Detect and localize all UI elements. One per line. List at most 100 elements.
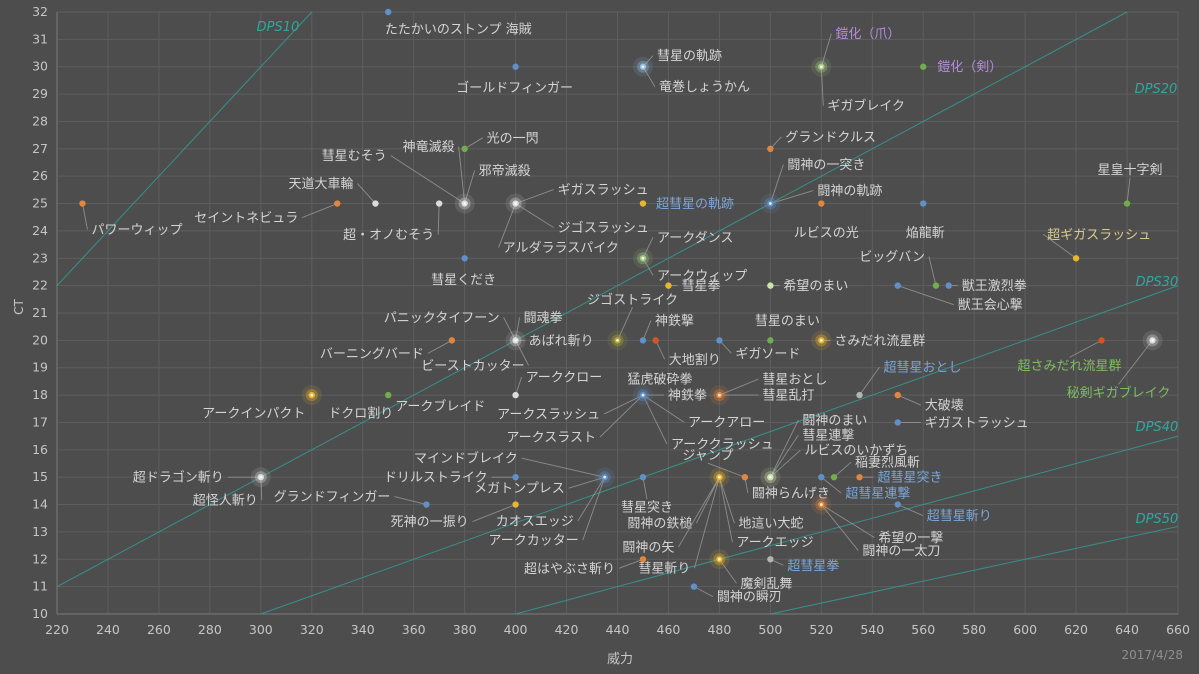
dps-line-label: DPS30	[1136, 275, 1179, 290]
point-label: 超怪人斬り	[193, 494, 258, 509]
point-label: パワーウィップ	[91, 223, 182, 238]
leader-line	[1069, 341, 1100, 358]
y-tick-label: 11	[32, 579, 48, 594]
point-label: 神鉄拳	[668, 388, 707, 404]
leader-line	[928, 256, 936, 283]
point-label: あばれ斬り	[529, 334, 594, 349]
dps-reference-line	[770, 525, 1179, 615]
point-label: ジゴスラッシュ	[558, 220, 649, 236]
leader-line	[821, 33, 832, 64]
leader-line	[772, 136, 782, 147]
data-point-core	[718, 557, 721, 561]
leader-line	[357, 183, 374, 202]
data-point	[920, 200, 927, 207]
point-label: セイントネビュラ	[194, 211, 298, 226]
y-tick-label: 12	[32, 551, 48, 566]
point-label: 超彗星斬り	[927, 509, 992, 524]
data-point-core	[819, 503, 823, 506]
x-tick-label: 580	[962, 622, 986, 637]
data-point-core	[603, 475, 607, 479]
leader-line	[1118, 342, 1152, 385]
point-label: 闘神の矢	[622, 541, 674, 556]
point-label: 光の一閃	[487, 131, 539, 146]
leader-line	[390, 155, 463, 203]
point-label: 闘神の一太刀	[862, 544, 940, 559]
data-point-core	[768, 202, 772, 205]
leader-line	[720, 561, 737, 584]
x-tick-label: 600	[1013, 622, 1037, 637]
x-tick-label: 260	[147, 622, 171, 637]
dps-line-label: DPS10	[257, 20, 300, 35]
dps-line-label: DPS50	[1136, 512, 1179, 527]
x-tick-label: 460	[657, 622, 681, 637]
data-point	[461, 255, 468, 262]
data-point	[1072, 255, 1080, 262]
leader-line	[394, 496, 424, 505]
leader-line	[823, 505, 875, 538]
point-label: 猛虎破砕拳	[627, 372, 692, 388]
data-point	[639, 337, 647, 344]
point-label: 鎧化（爪）	[835, 26, 900, 42]
data-point	[818, 200, 825, 207]
point-label: ギガストラッシュ	[925, 416, 1029, 431]
data-point	[932, 282, 940, 289]
leader-line	[822, 506, 859, 551]
point-label: ジゴストライク	[587, 292, 678, 308]
point-label: 彗星のまい	[755, 314, 820, 329]
point-label: 大地割り	[669, 352, 721, 368]
data-point-core	[641, 65, 645, 69]
x-tick-label: 340	[351, 622, 375, 637]
point-label: アーククラッシュ	[671, 438, 774, 453]
data-point	[894, 391, 901, 399]
y-tick-label: 25	[32, 196, 48, 211]
leader-line	[823, 478, 842, 494]
y-tick-label: 15	[32, 469, 48, 484]
data-point	[716, 337, 723, 344]
point-label: 地這い大蛇	[738, 516, 803, 532]
leader-line	[515, 317, 521, 338]
point-label: 神鉄撃	[655, 313, 694, 329]
point-label: 闘神の一突き	[787, 157, 865, 173]
leader-line	[644, 55, 654, 65]
data-point	[639, 473, 647, 481]
data-point	[512, 473, 519, 481]
data-point	[920, 63, 927, 70]
point-label: ギガスラッシュ	[558, 183, 649, 198]
leader-line	[618, 307, 633, 338]
data-point-core	[718, 475, 721, 479]
y-tick-label: 31	[32, 31, 48, 46]
data-point	[767, 145, 774, 153]
leader-line	[772, 449, 801, 476]
point-label: 闘魂拳	[524, 310, 563, 326]
leader-line	[900, 505, 923, 516]
x-tick-label: 640	[1115, 622, 1139, 637]
point-label: ギガソード	[735, 347, 800, 362]
dps-reference-line	[56, 11, 313, 286]
leader-line	[516, 376, 523, 393]
point-label: ドクロ割り	[328, 406, 393, 422]
y-tick-label: 17	[32, 414, 48, 429]
leader-line	[744, 480, 749, 494]
leader-line	[722, 378, 759, 395]
point-label: 彗星突き	[621, 500, 673, 516]
x-tick-label: 500	[758, 622, 782, 637]
point-label: 彗星乱打	[762, 389, 814, 404]
data-point	[767, 337, 774, 344]
point-label: グランドフィンガー	[274, 490, 391, 505]
leader-line	[521, 457, 602, 477]
data-point-core	[259, 475, 263, 479]
data-point	[512, 501, 519, 508]
data-point	[1098, 337, 1105, 344]
dps-line-label: DPS40	[1136, 420, 1179, 435]
leader-line	[518, 189, 554, 203]
leader-line	[821, 69, 824, 106]
x-tick-label: 400	[504, 622, 528, 637]
data-point-core	[514, 202, 517, 205]
point-label: アークスラスト	[506, 431, 596, 446]
point-label: 超彗星拳	[787, 558, 839, 574]
y-tick-label: 28	[32, 113, 48, 128]
point-label: グランドクルス	[785, 130, 876, 145]
leader-line	[643, 237, 654, 256]
leader-line	[643, 320, 652, 338]
x-tick-label: 240	[96, 622, 120, 637]
